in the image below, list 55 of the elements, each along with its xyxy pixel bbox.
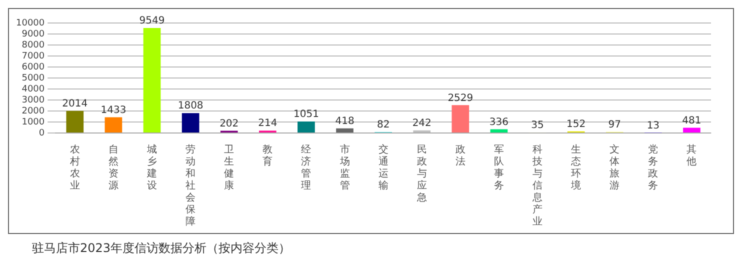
x-tick-label: 市场监管 bbox=[338, 144, 350, 192]
data-label: 2529 bbox=[448, 92, 474, 104]
x-tick-label: 交通运输 bbox=[378, 144, 388, 192]
x-tick-label: 农村农业 bbox=[68, 144, 80, 192]
bar bbox=[683, 128, 700, 132]
data-label: 9549 bbox=[139, 16, 165, 27]
data-label: 336 bbox=[489, 116, 509, 128]
x-tick-label: 卫生健康 bbox=[224, 144, 234, 192]
y-tick-label: 9000 bbox=[22, 29, 45, 40]
bar bbox=[490, 129, 508, 132]
data-label: 13 bbox=[646, 120, 660, 132]
data-label: 97 bbox=[608, 120, 621, 131]
x-tick-label: 其他 bbox=[686, 144, 697, 168]
bar bbox=[104, 117, 122, 132]
x-tick-label: 政法 bbox=[455, 144, 466, 168]
x-tick-label: 劳动和社会保障 bbox=[186, 144, 196, 228]
x-tick-label: 自然资源 bbox=[108, 144, 118, 192]
x-tick-label: 民政与应急 bbox=[416, 144, 427, 204]
data-label: 1433 bbox=[100, 104, 126, 116]
x-tick-label: 教育 bbox=[262, 144, 273, 168]
data-label: 2014 bbox=[62, 98, 88, 110]
y-tick-label: 6000 bbox=[22, 62, 45, 72]
data-label: 418 bbox=[335, 116, 354, 127]
y-tick-label: 10000 bbox=[16, 18, 45, 28]
data-label: 35 bbox=[531, 120, 544, 132]
y-tick-label: 0 bbox=[38, 128, 45, 138]
bar bbox=[452, 105, 470, 132]
data-label: 242 bbox=[412, 118, 432, 129]
y-tick-label: 3000 bbox=[22, 95, 45, 106]
text: 驻马店市2023年度信访数据分析（按内容分类） bbox=[32, 240, 292, 257]
bar bbox=[336, 128, 354, 132]
data-label: 1808 bbox=[178, 100, 204, 112]
y-tick-label: 1000 bbox=[22, 117, 45, 128]
x-tick-label: 文体旅游 bbox=[610, 144, 620, 192]
y-tick-label: 4000 bbox=[22, 84, 45, 94]
data-label: 82 bbox=[376, 120, 390, 131]
y-tick-label: 2000 bbox=[22, 106, 45, 116]
data-label: 214 bbox=[258, 118, 278, 130]
x-tick-label: 党务政务 bbox=[648, 144, 658, 192]
x-tick-label: 生态环境 bbox=[570, 144, 582, 192]
x-tick-label: 城乡建设 bbox=[146, 144, 158, 192]
data-label: 481 bbox=[682, 115, 702, 126]
x-tick-label: 军队事务 bbox=[494, 144, 504, 192]
y-tick-label: 5000 bbox=[22, 73, 45, 84]
data-label: 1051 bbox=[293, 109, 319, 120]
bar bbox=[298, 121, 315, 132]
bar bbox=[66, 110, 84, 132]
x-tick-label: 科技与信息产业 bbox=[532, 144, 543, 228]
bar bbox=[182, 113, 200, 132]
x-tick-label: 经济管理 bbox=[301, 144, 312, 192]
data-label: 202 bbox=[220, 118, 239, 130]
y-tick-label: 8000 bbox=[22, 40, 45, 50]
data-label: 152 bbox=[566, 118, 586, 130]
y-tick-label: 7000 bbox=[22, 51, 45, 62]
bar bbox=[143, 28, 161, 132]
